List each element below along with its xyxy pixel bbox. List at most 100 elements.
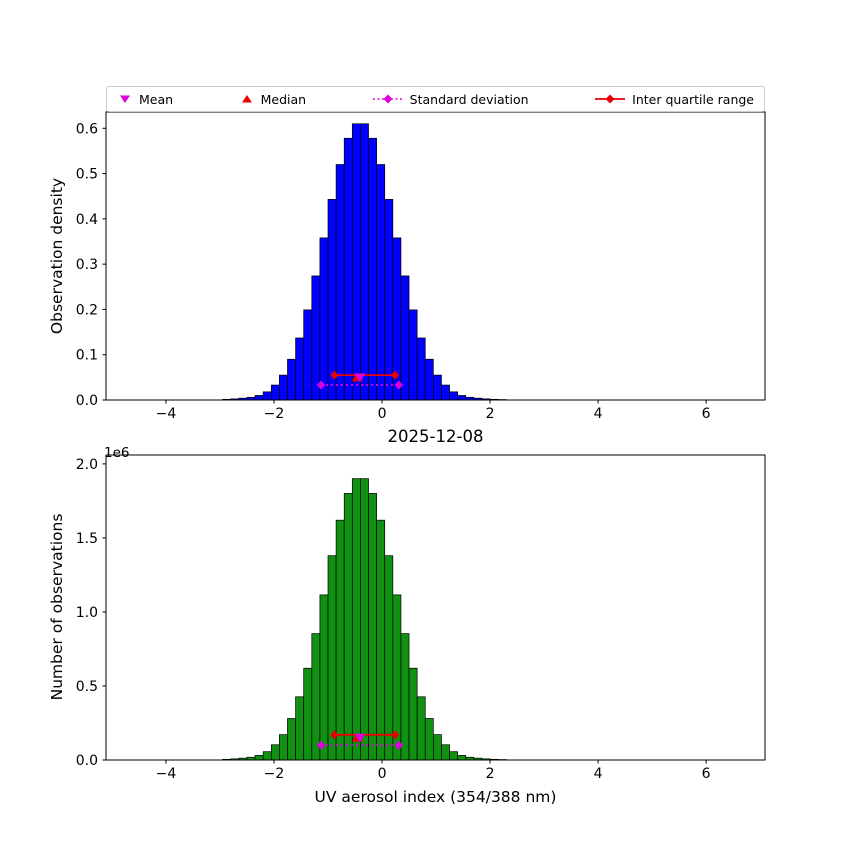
histogram-bar <box>384 199 394 401</box>
y-tick-label: 0.2 <box>76 302 98 318</box>
histogram-bar <box>343 137 353 401</box>
histogram-bar <box>270 744 280 761</box>
x-tick-label: 6 <box>702 766 711 782</box>
histogram-bar <box>262 391 272 401</box>
y-tick-label: 2.0 <box>76 457 98 473</box>
y-tick-label: 1.0 <box>76 605 98 621</box>
histogram-bar <box>368 137 377 401</box>
xlabel-uv-aerosol-index: UV aerosol index (354/388 nm) <box>314 788 557 806</box>
histogram-bar <box>279 734 288 761</box>
histogram-bar <box>457 395 467 401</box>
diamond-marker <box>330 730 339 740</box>
histogram-bar <box>441 744 450 761</box>
histogram-bar <box>351 123 361 401</box>
x-tick-label: −4 <box>156 766 177 782</box>
legend-item-iqr: Inter quartile range <box>594 92 754 107</box>
legend-label-mean: Mean <box>139 91 174 107</box>
histogram-bar <box>408 667 418 761</box>
legend-item-mean: Mean <box>117 92 173 107</box>
diamond-marker <box>316 740 326 750</box>
histogram-bar <box>351 478 361 761</box>
histogram-bar <box>416 337 426 401</box>
histogram-bar <box>360 123 369 401</box>
diamond-marker <box>390 730 400 740</box>
histogram-bar <box>335 519 345 761</box>
y-tick-label: 0.0 <box>76 393 98 409</box>
diamond-marker <box>330 370 339 380</box>
x-tick-label: −4 <box>156 406 177 422</box>
y-tick-label: 0.5 <box>76 167 98 183</box>
y-tick-label: 0.3 <box>76 257 98 273</box>
diamond-marker <box>394 740 404 750</box>
x-tick-label: 0 <box>378 406 387 422</box>
diamond-marker <box>316 380 326 390</box>
histogram-bar <box>424 358 434 401</box>
histogram-bar <box>254 755 264 761</box>
x-tick-label: 6 <box>702 406 711 422</box>
histogram-bar <box>287 358 296 401</box>
histogram-bar <box>449 391 458 401</box>
x-tick-label: 2 <box>486 766 495 782</box>
histogram-bar <box>432 734 442 761</box>
x-tick-label: −2 <box>264 766 285 782</box>
y-tick-label: 0.0 <box>76 753 98 769</box>
y-tick-label: 0.6 <box>76 121 98 137</box>
histogram-bar <box>287 718 296 761</box>
legend-item-median: Median <box>239 92 306 107</box>
histogram-bar <box>327 555 337 761</box>
histogram-bar <box>400 633 410 761</box>
y-tick-label: 0.4 <box>76 212 98 228</box>
histogram-bar <box>416 696 426 761</box>
histogram-bar <box>400 275 410 401</box>
histogram-bar <box>319 237 329 401</box>
ylabel-number-of-observations: Number of observations <box>48 513 66 701</box>
axes-frame <box>105 111 766 401</box>
histogram-bar <box>408 309 418 401</box>
axes-frame <box>105 454 766 761</box>
histogram-bar <box>376 519 386 761</box>
diamond-marker <box>394 380 404 390</box>
legend: Mean Median Standard deviation Inter qua… <box>106 86 765 112</box>
ylabel-observation-density: Observation density <box>48 177 66 335</box>
iqr-solid-line-diamond-icon <box>595 94 626 104</box>
median-triangle-glyph <box>241 95 252 103</box>
histogram-bar <box>311 633 321 761</box>
histogram-bar <box>360 478 369 761</box>
histogram-bar <box>295 337 305 401</box>
down-triangle-marker <box>354 373 366 383</box>
histogram-bar <box>254 395 264 401</box>
std-diamond-glyph <box>383 94 393 104</box>
histogram-bar <box>303 309 313 401</box>
histogram-bar <box>279 374 288 401</box>
bottom-counts-histogram: −4 −2 0 2 4 6 0.0 0.5 1.0 1.5 2.0 <box>76 454 766 782</box>
histogram-bar <box>432 374 442 401</box>
histogram-bar <box>303 667 313 761</box>
top-density-histogram: −4 −2 0 2 4 6 0.0 0.1 0.2 0.3 0.4 0.5 0.6 <box>76 111 766 422</box>
histogram-bar <box>327 199 337 401</box>
legend-label-median: Median <box>260 91 307 107</box>
y-axis-offset-label: 1e6 <box>104 445 130 461</box>
x-tick-label: 4 <box>594 406 603 422</box>
mean-triangle-glyph <box>120 95 130 103</box>
y-tick-label: 0.1 <box>76 348 98 364</box>
histogram-bar <box>295 696 305 761</box>
iqr-diamond-glyph <box>605 94 615 104</box>
histogram-bar <box>368 493 377 761</box>
histogram-bar <box>384 555 394 761</box>
histogram-bar <box>376 164 386 401</box>
histogram-bar <box>319 594 329 761</box>
histogram-bar <box>441 384 450 401</box>
y-tick-label: 0.5 <box>76 679 98 695</box>
histogram-bar <box>457 755 467 761</box>
legend-label-std: Standard deviation <box>409 91 529 107</box>
mean-down-triangle-icon <box>120 95 130 103</box>
histogram-bar <box>424 718 434 761</box>
histogram-bar <box>270 384 280 401</box>
histogram-bar <box>343 493 353 761</box>
histogram-bar <box>311 275 321 401</box>
date-title: 2025-12-08 <box>387 427 484 446</box>
std-dotted-line-diamond-icon <box>372 94 403 104</box>
histogram-bar <box>262 751 272 761</box>
